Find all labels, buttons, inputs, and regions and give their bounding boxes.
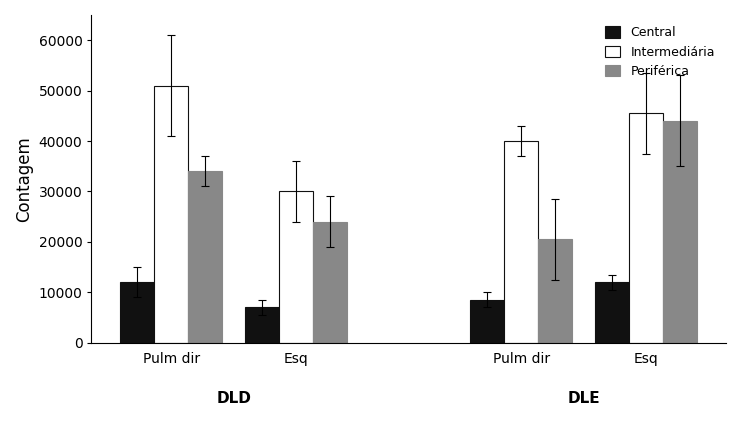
Bar bbox=[471, 300, 505, 343]
Bar bbox=[595, 282, 629, 343]
Bar bbox=[629, 113, 663, 343]
Text: DLE: DLE bbox=[568, 391, 600, 405]
Bar bbox=[313, 222, 347, 343]
Bar bbox=[120, 282, 154, 343]
Bar bbox=[663, 121, 697, 343]
Bar bbox=[188, 171, 222, 343]
Y-axis label: Contagem: Contagem bbox=[15, 136, 33, 222]
Legend: Central, Intermediária, Periférica: Central, Intermediária, Periférica bbox=[600, 21, 720, 83]
Bar bbox=[538, 239, 572, 343]
Bar bbox=[505, 141, 538, 343]
Bar bbox=[245, 307, 279, 343]
Text: DLD: DLD bbox=[216, 391, 251, 405]
Bar bbox=[279, 191, 313, 343]
Bar bbox=[154, 85, 188, 343]
